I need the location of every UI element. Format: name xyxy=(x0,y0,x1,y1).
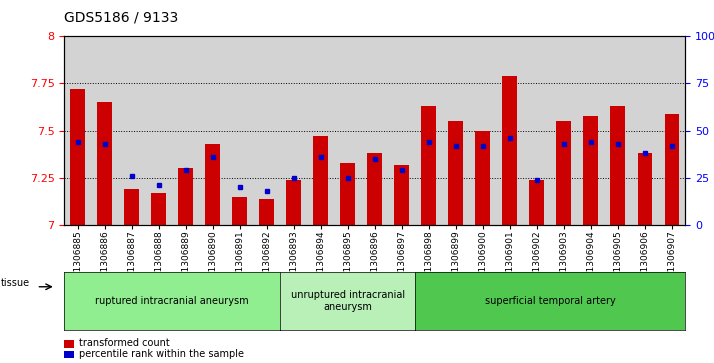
Bar xyxy=(476,131,491,225)
Text: ruptured intracranial aneurysm: ruptured intracranial aneurysm xyxy=(96,296,249,306)
Text: transformed count: transformed count xyxy=(79,338,169,348)
Bar xyxy=(421,106,436,225)
Bar xyxy=(665,114,679,225)
Bar xyxy=(286,180,301,225)
Bar xyxy=(151,193,166,225)
Bar xyxy=(71,89,85,225)
Text: superficial temporal artery: superficial temporal artery xyxy=(485,296,615,306)
Bar xyxy=(583,115,598,225)
Bar xyxy=(97,102,112,225)
Text: GDS5186 / 9133: GDS5186 / 9133 xyxy=(64,11,178,25)
Bar xyxy=(530,180,544,225)
Text: percentile rank within the sample: percentile rank within the sample xyxy=(79,349,243,359)
Bar xyxy=(368,153,382,225)
Bar xyxy=(503,76,518,225)
Bar xyxy=(206,144,220,225)
Bar xyxy=(124,189,139,225)
Bar xyxy=(232,197,247,225)
Bar xyxy=(259,199,274,225)
Bar xyxy=(341,163,356,225)
Bar xyxy=(313,136,328,225)
Bar xyxy=(394,165,409,225)
Bar xyxy=(448,121,463,225)
Text: tissue: tissue xyxy=(1,278,30,288)
Text: unruptured intracranial
aneurysm: unruptured intracranial aneurysm xyxy=(291,290,405,312)
Bar xyxy=(610,106,625,225)
Bar xyxy=(556,121,571,225)
Bar xyxy=(178,168,193,225)
Bar xyxy=(638,153,653,225)
